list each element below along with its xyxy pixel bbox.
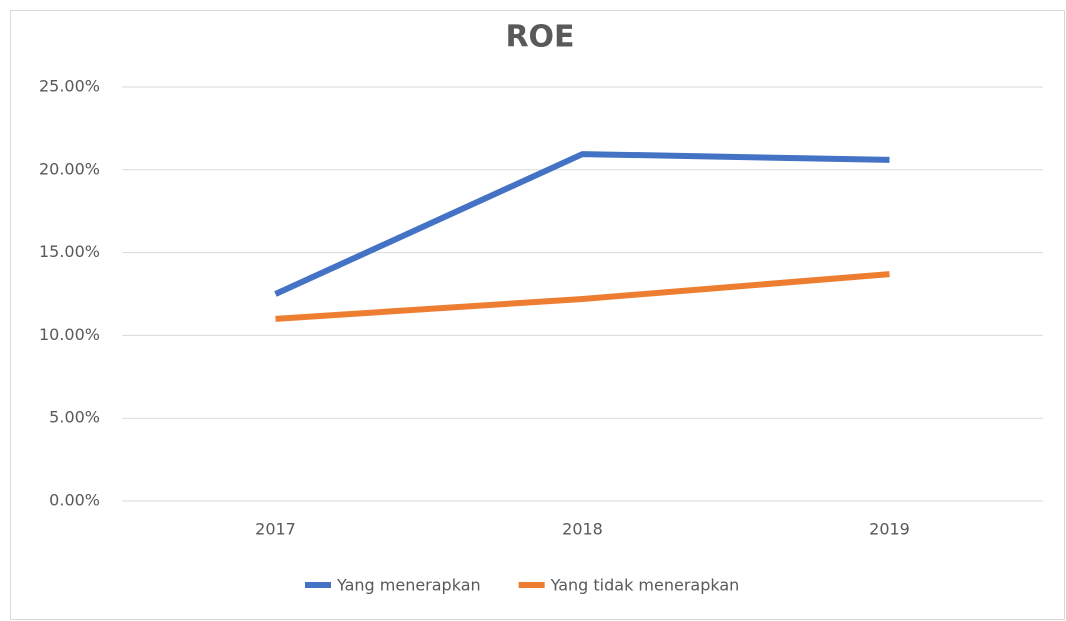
x-tick-label: 2018 — [562, 520, 603, 539]
x-tick-label: 2017 — [255, 520, 296, 539]
legend-item: Yang tidak menerapkan — [518, 576, 740, 595]
y-tick-label: 15.00% — [39, 242, 100, 261]
x-tick-label: 2019 — [869, 520, 910, 539]
legend-label: Yang tidak menerapkan — [550, 576, 740, 595]
y-tick-label: 25.00% — [39, 77, 100, 96]
y-tick-label: 5.00% — [49, 408, 100, 427]
y-tick-label: 20.00% — [39, 159, 100, 178]
y-tick-label: 10.00% — [39, 325, 100, 344]
line-series — [274, 151, 890, 297]
chart-border — [10, 10, 1065, 620]
chart-title: ROE — [505, 20, 574, 55]
line-series — [275, 271, 890, 322]
legend-item: Yang menerapkan — [305, 576, 481, 595]
y-tick-label: 0.00% — [49, 491, 100, 510]
legend-label: Yang menerapkan — [336, 576, 481, 595]
